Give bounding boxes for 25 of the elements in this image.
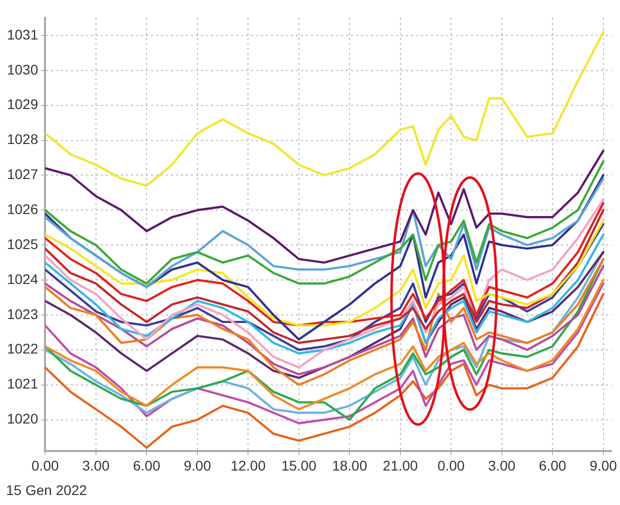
y-tick-label: 1023 [6,306,38,322]
x-tick-label: 21.00 [382,457,418,474]
y-tick-label: 1020 [6,410,38,427]
y-tick-label: 1021 [6,376,38,392]
x-tick-label: 9.00 [184,457,212,474]
x-tick-label: 18.00 [332,457,368,474]
x-tick-label: 9.00 [590,457,618,474]
y-tick-label: 1024 [6,270,38,287]
y-tick-label: 1028 [6,131,38,148]
x-tick-label: 6.00 [538,457,566,474]
y-tick-label: 1031 [6,26,38,42]
y-tick-label: 1022 [6,340,38,357]
y-tick-label: 1030 [6,61,38,78]
x-tick-label: 3.00 [82,457,110,474]
x-tick-label: 0.00 [437,457,465,474]
x-tick-label: 0.00 [32,457,59,474]
y-tick-label: 1025 [6,236,38,252]
text: 15 Gen 2022 [6,482,87,498]
x-tick-label: 3.00 [488,457,516,474]
x-tick-label: 6.00 [133,457,160,474]
x-tick-label: 12.00 [230,457,266,474]
y-tick-label: 1026 [6,201,38,218]
y-tick-label: 1029 [6,96,38,112]
x-tick-label: 15.00 [281,457,317,474]
y-tick-label: 1027 [6,166,38,182]
